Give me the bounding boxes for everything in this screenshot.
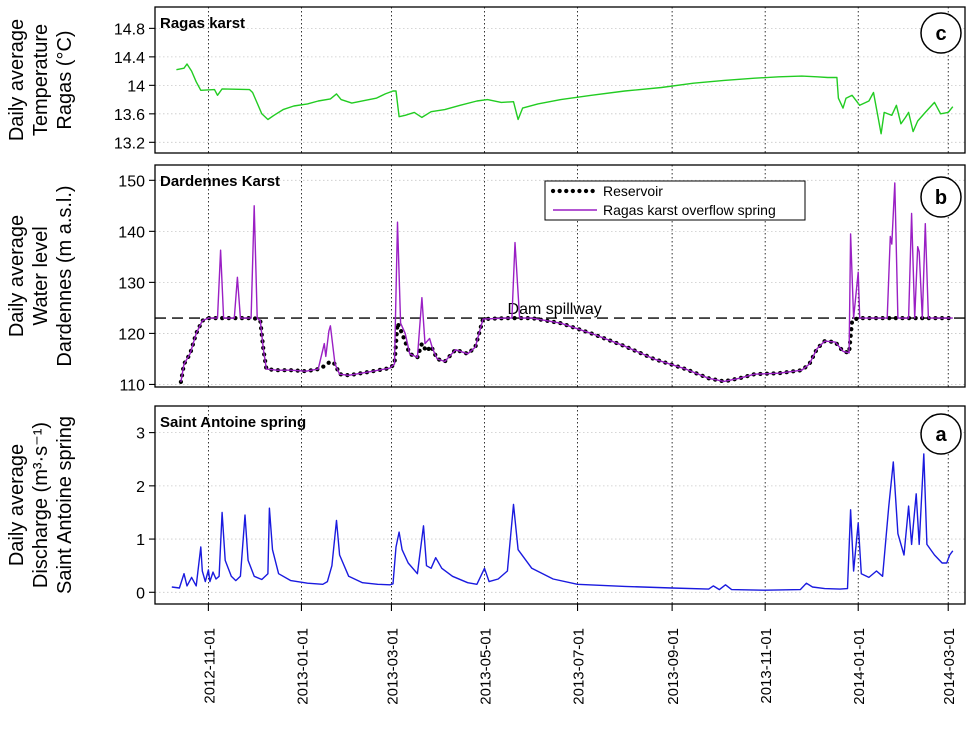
dam-spillway-label: Dam spillway — [508, 301, 602, 318]
panel-b-y-tick-label: 140 — [118, 224, 145, 241]
panel-b-y-label-1: Daily average — [6, 215, 28, 337]
panel-a-letter-circle — [920, 413, 962, 455]
panel-c-letter-circle — [920, 12, 962, 54]
panel-a-y-tick-label: 2 — [136, 479, 145, 496]
x-tick-label: 2013-01-01 — [294, 628, 311, 705]
panel-b-title: Dardennes Karst — [160, 173, 280, 190]
panel-c-y-label-1: Daily average — [6, 19, 28, 141]
panel-c-letter: c — [935, 23, 946, 45]
panel-a-frame — [154, 405, 966, 605]
panel-b-y-tick-label: 150 — [118, 173, 145, 190]
panel-a-y-tick-label: 1 — [136, 532, 145, 549]
panel-a-letter: a — [935, 424, 947, 446]
panel-b-y-tick-label: 120 — [118, 326, 145, 343]
panel-c-y-label-3: Ragas (°C) — [54, 30, 76, 129]
panel-b-series-reservoir — [178, 316, 955, 384]
panel-a-title: Saint Antoine spring — [160, 414, 306, 431]
panel-b-letter-circle — [920, 176, 962, 218]
panel-a-y-tick-label: 3 — [136, 426, 145, 443]
panel-b-y-label-2: Water level — [30, 226, 52, 325]
panel-b-y-label-3: Dardennes (m a.s.l.) — [54, 185, 76, 366]
panel-a-y-tick-label: 0 — [136, 585, 145, 602]
x-tick-label: 2014-01-01 — [851, 628, 868, 705]
panel-c-y-tick-label: 14.4 — [114, 50, 145, 67]
panel-c-y-tick-label: 13.6 — [114, 107, 145, 124]
panel-b-y-tick-label: 130 — [118, 275, 145, 292]
x-tick-label: 2013-03-01 — [384, 628, 401, 705]
x-tick-label: 2013-09-01 — [665, 628, 682, 705]
x-tick-label: 2013-07-01 — [571, 628, 588, 705]
panel-c-y-label-2: Temperature — [30, 24, 52, 136]
x-tick-label: 2012-11-01 — [201, 628, 218, 704]
legend-box — [544, 180, 806, 221]
panel-b-y-tick-label: 110 — [119, 377, 145, 394]
panel-c-y-tick-label: 14.8 — [114, 21, 145, 38]
panel-b-series-ragas-karst-overflow-spring — [180, 182, 953, 383]
panel-c-title: Ragas karst — [160, 15, 245, 32]
panel-b-letter: b — [935, 187, 947, 209]
panel-a-y-label-3: Saint Antoine spring — [54, 416, 76, 594]
legend-label-reservoir: Reservoir — [603, 183, 663, 199]
x-tick-label: 2013-11-01 — [758, 628, 775, 704]
panel-c-y-tick-label: 14 — [127, 78, 145, 95]
panel-a-y-label-2: Discharge (m³·s⁻¹) — [30, 422, 52, 588]
legend-label-overflow: Ragas karst overflow spring — [603, 202, 776, 218]
panel-b-frame — [154, 164, 966, 388]
legend: Reservoir Ragas karst overflow spring — [544, 180, 806, 221]
panel-a-series-0 — [171, 453, 954, 591]
panel-c-series-0 — [176, 63, 954, 135]
panel-c-frame — [154, 6, 966, 154]
x-tick-label: 2014-03-01 — [941, 628, 958, 705]
panel-c-y-tick-label: 13.2 — [114, 135, 145, 152]
panel-a-y-label-1: Daily average — [6, 444, 28, 566]
x-tick-label: 2013-05-01 — [477, 628, 494, 705]
